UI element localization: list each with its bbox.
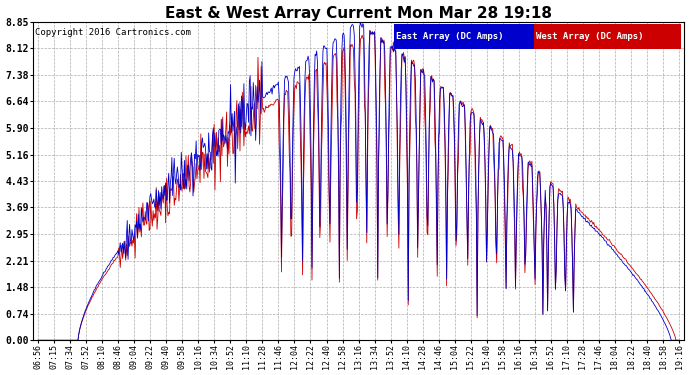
Title: East & West Array Current Mon Mar 28 19:18: East & West Array Current Mon Mar 28 19:… — [165, 6, 552, 21]
Bar — [395, 24, 534, 49]
Text: Copyright 2016 Cartronics.com: Copyright 2016 Cartronics.com — [34, 28, 190, 37]
Bar — [534, 24, 680, 49]
Text: East Array (DC Amps): East Array (DC Amps) — [395, 32, 503, 41]
Text: West Array (DC Amps): West Array (DC Amps) — [535, 32, 643, 41]
